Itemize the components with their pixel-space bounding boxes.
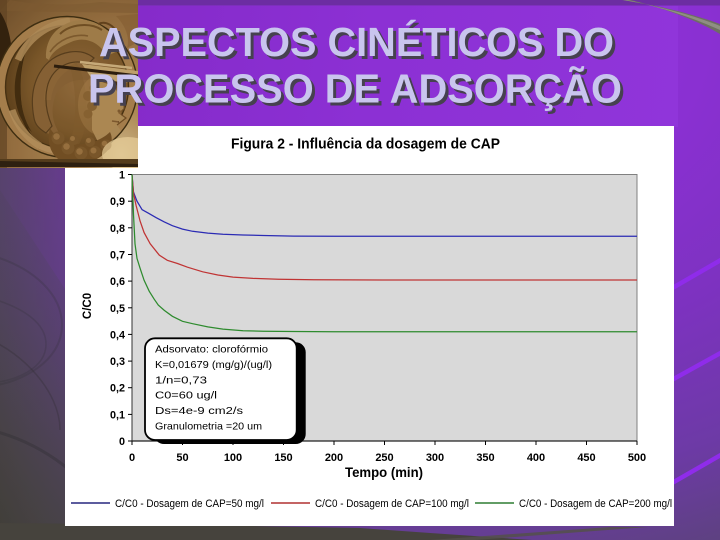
svg-text:K=0,01679 (mg/g)/(ug/l): K=0,01679 (mg/g)/(ug/l): [155, 360, 272, 371]
svg-text:0,9: 0,9: [110, 196, 125, 208]
svg-text:0,1: 0,1: [110, 409, 125, 421]
svg-text:0,6: 0,6: [110, 276, 125, 288]
svg-text:Ds=4e-9 cm2/s: Ds=4e-9 cm2/s: [155, 406, 243, 417]
svg-text:0: 0: [129, 452, 135, 464]
svg-text:ASPECTOS CINÉTICOS DO: ASPECTOS CINÉTICOS DO: [99, 19, 614, 65]
svg-text:Granulometria =20 um: Granulometria =20 um: [155, 422, 262, 433]
svg-text:C/C0 - Dosagem de CAP=200 mg/l: C/C0 - Dosagem de CAP=200 mg/l: [519, 498, 672, 510]
svg-text:PROCESSO DE ADSORÇÃO: PROCESSO DE ADSORÇÃO: [88, 65, 622, 111]
svg-text:450: 450: [577, 452, 595, 464]
svg-text:0,3: 0,3: [110, 356, 125, 368]
svg-text:150: 150: [274, 452, 292, 464]
svg-text:300: 300: [426, 452, 444, 464]
svg-text:C/C0: C/C0: [82, 293, 94, 319]
svg-text:400: 400: [527, 452, 545, 464]
svg-text:100: 100: [224, 452, 242, 464]
svg-text:C/C0 - Dosagem de CAP=100 mg/l: C/C0 - Dosagem de CAP=100 mg/l: [315, 498, 469, 510]
svg-text:PROCESSO DE ADSORÇÃO: PROCESSO DE ADSORÇÃO: [91, 68, 625, 114]
svg-text:0,7: 0,7: [110, 250, 125, 262]
svg-text:C/C0 - Dosagem de CAP=50 mg/l: C/C0 - Dosagem de CAP=50 mg/l: [115, 498, 264, 510]
svg-text:0,4: 0,4: [110, 329, 125, 341]
svg-text:0,5: 0,5: [110, 303, 125, 315]
svg-text:Figura 2 - Influência da dosag: Figura 2 - Influência da dosagem de CAP: [231, 137, 500, 153]
svg-text:ASPECTOS CINÉTICOS DO: ASPECTOS CINÉTICOS DO: [102, 22, 617, 68]
svg-text:Adsorvato: clorofórmio: Adsorvato: clorofórmio: [155, 345, 268, 356]
svg-text:200: 200: [325, 452, 343, 464]
svg-text:0: 0: [119, 436, 125, 448]
svg-text:1/n=0,73: 1/n=0,73: [155, 375, 207, 386]
svg-text:1: 1: [119, 170, 125, 182]
svg-text:50: 50: [176, 452, 188, 464]
svg-text:C0=60 ug/l: C0=60 ug/l: [155, 391, 217, 402]
svg-text:250: 250: [375, 452, 393, 464]
svg-text:0,8: 0,8: [110, 223, 125, 235]
svg-text:500: 500: [628, 452, 646, 464]
svg-text:350: 350: [476, 452, 494, 464]
svg-text:Tempo (min): Tempo (min): [345, 464, 423, 480]
svg-text:0,2: 0,2: [110, 383, 125, 395]
